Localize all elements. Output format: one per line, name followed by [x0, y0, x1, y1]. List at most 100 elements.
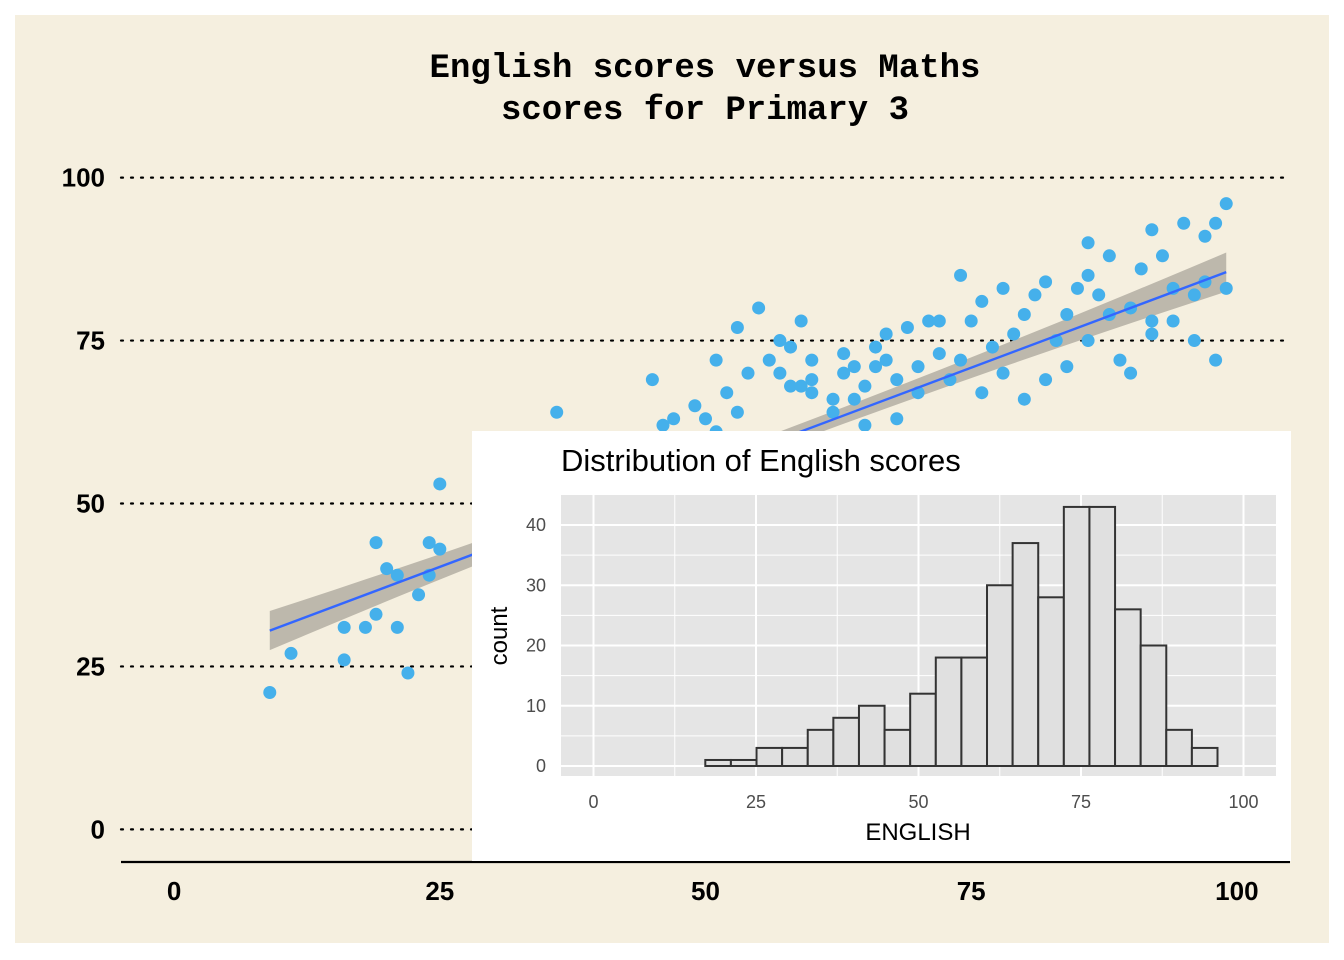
- histogram-bar: [1165, 728, 1193, 767]
- scatter-point: [932, 347, 946, 361]
- scatter-point: [794, 314, 808, 328]
- histogram-bar: [1114, 608, 1142, 767]
- scatter-point: [1124, 366, 1138, 380]
- scatter-point: [837, 366, 851, 380]
- inset-y-tick-label: 40: [526, 515, 546, 535]
- scatter-point: [433, 542, 447, 556]
- scatter-point: [1145, 314, 1159, 328]
- scatter-points: [263, 197, 1233, 700]
- histogram-bar: [857, 704, 886, 767]
- inset-x-tick-labels: 0 25 50 75 100: [588, 792, 1258, 812]
- scatter-point: [1081, 334, 1095, 348]
- scatter-point: [975, 386, 989, 400]
- y-tick-label: 50: [76, 489, 105, 519]
- histogram-bar: [1139, 644, 1168, 767]
- scatter-point: [422, 536, 436, 550]
- scatter-point: [369, 607, 383, 621]
- scatter-point: [932, 314, 946, 328]
- inset-x-tick-label: 0: [588, 792, 598, 812]
- scatter-point: [996, 366, 1010, 380]
- scatter-point: [369, 536, 383, 550]
- scatter-point: [975, 294, 989, 308]
- scatter-point: [1187, 288, 1201, 302]
- histogram-bar: [883, 728, 912, 767]
- scatter-point: [805, 386, 819, 400]
- histogram-bar: [934, 656, 963, 767]
- scatter-point: [550, 405, 564, 419]
- scatter-point: [890, 373, 904, 387]
- scatter-point: [1060, 307, 1074, 321]
- histogram-bar: [704, 758, 732, 767]
- scatter-point: [805, 373, 819, 387]
- histogram-bar: [832, 716, 860, 767]
- scatter-point: [1092, 288, 1106, 302]
- scatter-point: [390, 620, 404, 634]
- scatter-point: [1145, 327, 1159, 341]
- inset-y-tick-label: 0: [536, 756, 546, 776]
- scatter-point: [1060, 360, 1074, 374]
- scatter-point: [879, 353, 893, 367]
- scatter-point: [985, 340, 999, 354]
- inset-title: Distribution of English scores: [561, 443, 961, 478]
- scatter-point: [645, 373, 659, 387]
- scatter-point: [337, 653, 351, 667]
- x-tick-label: 100: [1215, 876, 1258, 906]
- inset-x-axis-title: ENGLISH: [865, 819, 970, 846]
- scatter-point: [284, 646, 298, 660]
- scatter-point: [1134, 262, 1148, 276]
- scatter-point: [1039, 373, 1053, 387]
- scatter-point: [1209, 353, 1223, 367]
- scatter-point: [412, 588, 426, 602]
- x-tick-label: 25: [425, 876, 454, 906]
- scatter-point: [805, 353, 819, 367]
- scatter-point: [1028, 288, 1042, 302]
- inset-y-tick-label: 30: [526, 575, 546, 595]
- inset-x-tick-label: 75: [1071, 792, 1091, 812]
- scatter-point: [741, 366, 755, 380]
- histogram-bar: [781, 746, 809, 767]
- x-tick-label: 0: [167, 876, 181, 906]
- scatter-point: [730, 405, 744, 419]
- scatter-point: [879, 327, 893, 341]
- histogram-bar: [909, 692, 937, 768]
- inset-x-tick-label: 100: [1228, 792, 1258, 812]
- scatter-point: [1177, 216, 1191, 230]
- chart-title-line-2: scores for Primary 3: [501, 92, 909, 130]
- histogram-bars: [704, 505, 1219, 768]
- scatter-point: [900, 321, 914, 335]
- x-tick-label: 50: [691, 876, 720, 906]
- scatter-point: [762, 353, 776, 367]
- scatter-point: [1219, 281, 1233, 295]
- scatter-point: [688, 399, 702, 413]
- scatter-point: [730, 321, 744, 335]
- inset-x-tick-label: 50: [908, 792, 928, 812]
- scatter-point: [858, 379, 872, 393]
- inset-y-tick-labels: 0 10 20 30 40: [526, 515, 546, 776]
- inset-x-tick-label: 25: [746, 792, 766, 812]
- scatter-point: [1155, 249, 1169, 263]
- y-tick-label: 75: [76, 326, 105, 356]
- histogram-bar: [1190, 746, 1219, 767]
- scatter-point: [1017, 307, 1031, 321]
- scatter-point: [847, 392, 861, 406]
- scatter-point: [869, 360, 883, 374]
- scatter-point: [954, 268, 968, 282]
- scatter-point: [922, 314, 936, 328]
- y-tick-label: 0: [91, 814, 105, 844]
- scatter-point: [699, 412, 712, 426]
- scatter-point: [1102, 249, 1116, 263]
- histogram-bar: [729, 758, 758, 767]
- scatter-point: [773, 366, 787, 380]
- scatter-point: [784, 379, 798, 393]
- scatter-point: [847, 360, 861, 374]
- scatter-point: [837, 347, 851, 361]
- scatter-point: [1007, 327, 1021, 341]
- scatter-point: [1219, 197, 1233, 211]
- main-y-tick-labels: 0 25 50 75 100: [62, 163, 105, 845]
- scatter-point: [1187, 334, 1201, 348]
- scatter-point: [954, 353, 968, 367]
- scatter-point: [752, 301, 766, 315]
- scatter-point: [964, 314, 978, 328]
- histogram-bar: [806, 728, 835, 767]
